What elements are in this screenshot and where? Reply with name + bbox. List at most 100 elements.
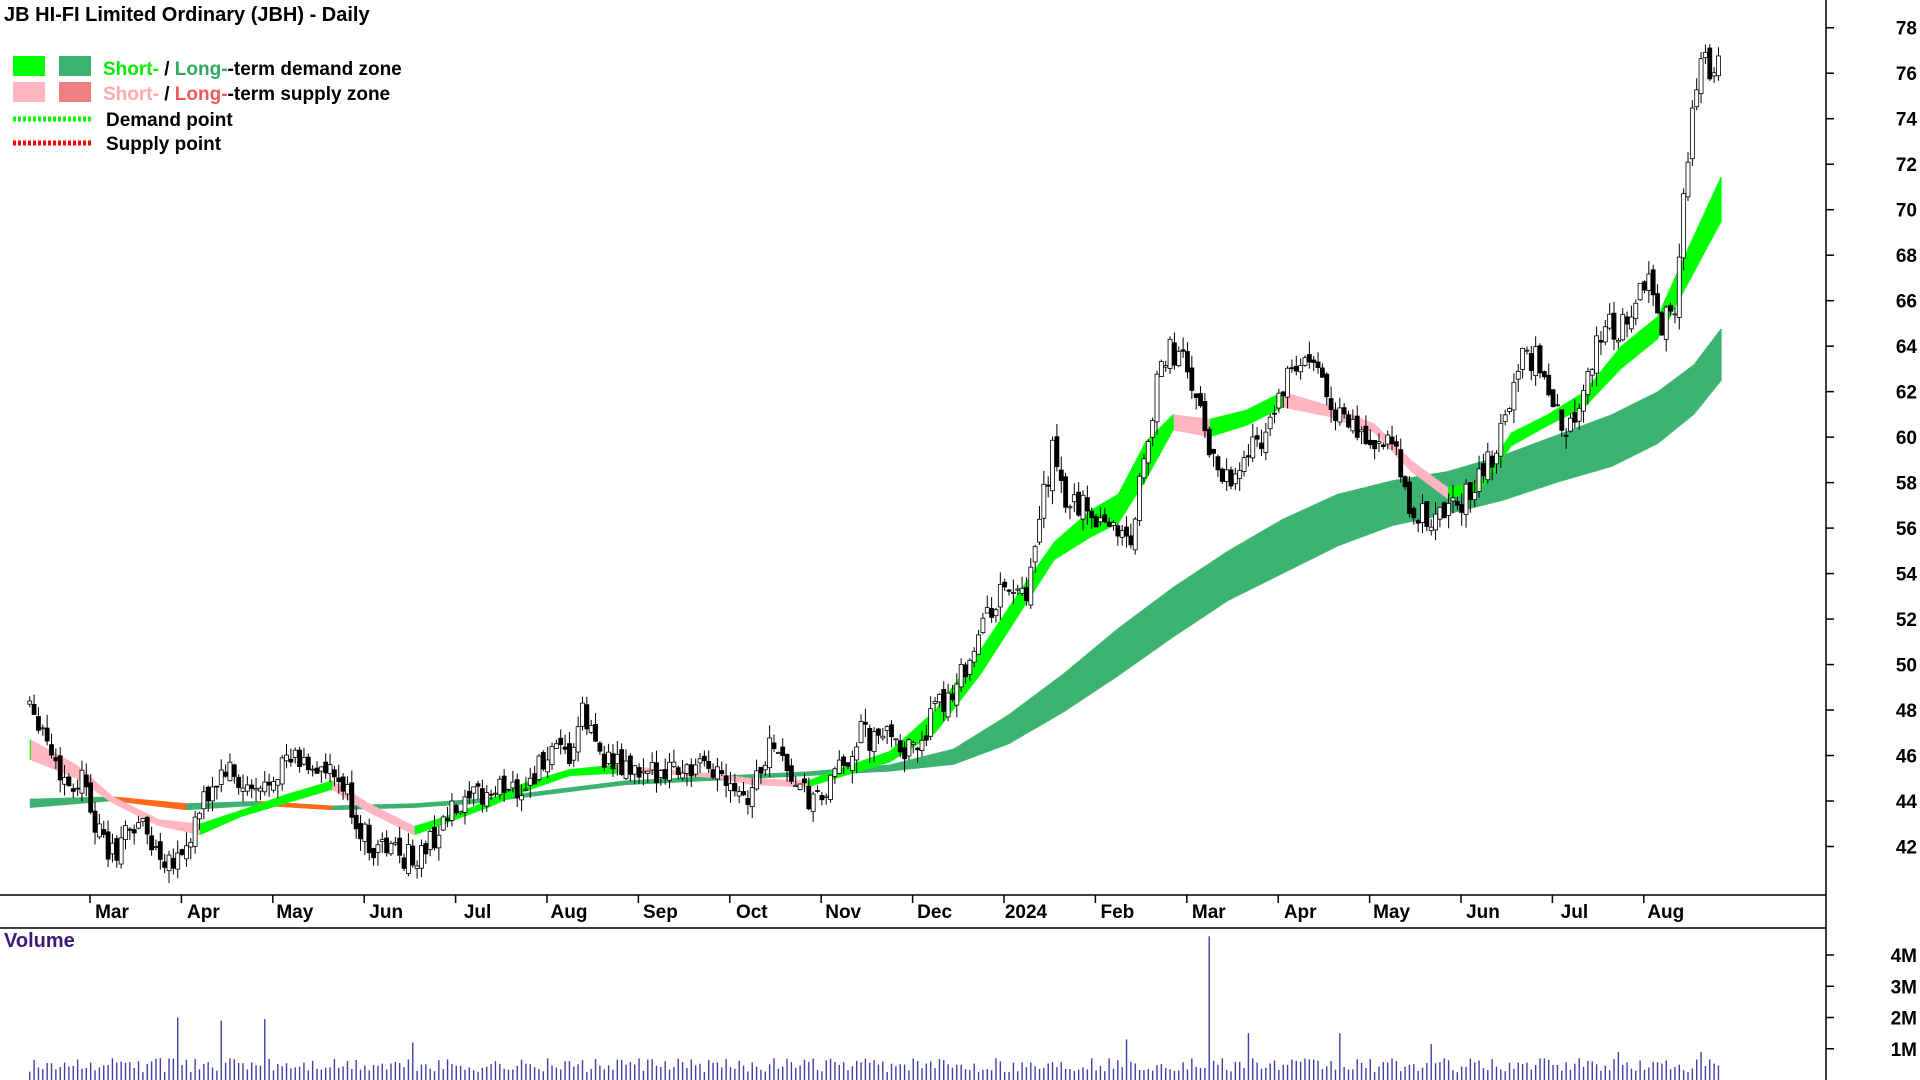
legend: Short- / Long--term demand zone Short- /… — [13, 56, 402, 155]
zone-slice — [585, 785, 588, 790]
candle-body — [645, 770, 651, 774]
zone-slice — [1071, 666, 1074, 707]
zone-slice — [476, 804, 478, 812]
zone-slice — [1152, 601, 1155, 651]
zone-slice — [1152, 433, 1155, 466]
zone-slice — [662, 778, 665, 784]
zone-slice — [1581, 425, 1584, 476]
candle — [889, 720, 894, 748]
zone-slice — [1149, 604, 1152, 654]
zone-slice — [1499, 455, 1502, 502]
zone-slice — [138, 798, 141, 805]
zone-slice — [1218, 556, 1221, 607]
candle-body — [950, 693, 955, 700]
zone-slice — [187, 822, 190, 833]
candle — [584, 696, 590, 736]
zone-slice — [1197, 417, 1200, 436]
candle — [893, 738, 899, 746]
zone-slice — [244, 808, 247, 816]
zone-slice — [702, 772, 704, 778]
zone-slice — [1264, 528, 1267, 583]
zone-slice — [1610, 358, 1612, 380]
zone-slice — [822, 774, 825, 783]
zone-slice — [51, 751, 54, 769]
zone-slice — [249, 806, 251, 815]
zone-slice — [322, 783, 325, 793]
zone-slice — [860, 761, 862, 771]
zone-slice — [98, 796, 101, 803]
zone-slice — [1014, 709, 1017, 741]
zone-slice — [151, 816, 154, 823]
zone-slice — [623, 780, 625, 786]
zone-slice — [573, 768, 576, 776]
zone-slice — [1125, 478, 1128, 511]
zone-slice — [1718, 330, 1721, 383]
zone-slice — [710, 776, 713, 781]
zone-slice — [379, 809, 382, 819]
zone-slice — [1585, 424, 1587, 475]
zone-slice — [478, 804, 481, 811]
zone-slice — [914, 758, 917, 769]
zone-slice — [513, 794, 516, 799]
candle-body — [932, 701, 938, 704]
candle-body — [262, 781, 268, 793]
zone-slice — [555, 773, 557, 781]
zone-slice — [759, 773, 761, 779]
zone-slice — [1241, 542, 1244, 594]
zone-slice — [1254, 534, 1257, 588]
zone-slice — [631, 780, 634, 785]
zone-slice — [70, 797, 73, 805]
price-tick-label: 74 — [1896, 110, 1918, 131]
zone-slice — [318, 784, 320, 794]
zone-slice — [792, 779, 794, 787]
zone-slice — [1001, 616, 1004, 641]
zone-slice — [71, 762, 74, 777]
zone-slice — [1022, 586, 1025, 609]
zone-slice — [462, 809, 465, 817]
candle-body — [536, 755, 542, 780]
candle-body — [680, 772, 685, 779]
zone-slice — [1385, 481, 1388, 529]
zone-slice — [1348, 491, 1350, 543]
zone-slice — [190, 822, 193, 834]
zone-slice — [1571, 398, 1574, 414]
candle-body — [815, 790, 820, 792]
candle — [488, 789, 494, 800]
zone-slice — [501, 793, 504, 802]
zone-slice — [749, 774, 751, 779]
zone-slice — [1314, 504, 1316, 558]
zone-slice — [369, 804, 372, 814]
zone-slice — [1362, 487, 1365, 537]
zone-slice — [913, 758, 916, 769]
zone-slice — [125, 803, 127, 810]
zone-slice — [1053, 680, 1055, 718]
zone-slice — [929, 754, 931, 768]
candle — [1067, 504, 1073, 520]
zone-slice — [1555, 435, 1558, 483]
zone-slice — [1339, 493, 1342, 546]
zone-slice — [433, 801, 436, 807]
zone-slice — [1238, 411, 1241, 428]
zone-slice — [1703, 350, 1706, 402]
zone-slice — [1631, 404, 1633, 457]
zone-slice — [119, 800, 122, 808]
zone-slice — [748, 774, 750, 779]
zone-slice — [1258, 403, 1260, 420]
zone-slice — [569, 769, 572, 776]
zone-slice — [1311, 400, 1314, 414]
zone-slice — [1387, 481, 1390, 528]
zone-slice — [695, 776, 698, 782]
zone-slice — [1680, 373, 1683, 425]
zone-slice — [1549, 412, 1552, 425]
zone-slice — [1693, 363, 1696, 414]
zone-slice — [1536, 419, 1539, 432]
zone-slice — [1157, 598, 1159, 648]
zone-slice — [1180, 581, 1182, 632]
candle — [1141, 453, 1147, 485]
zone-slice — [62, 797, 65, 806]
zone-slice — [650, 779, 653, 784]
zone-slice — [455, 800, 457, 805]
candle — [249, 779, 255, 799]
zone-slice — [409, 823, 411, 833]
zone-slice — [258, 803, 261, 812]
